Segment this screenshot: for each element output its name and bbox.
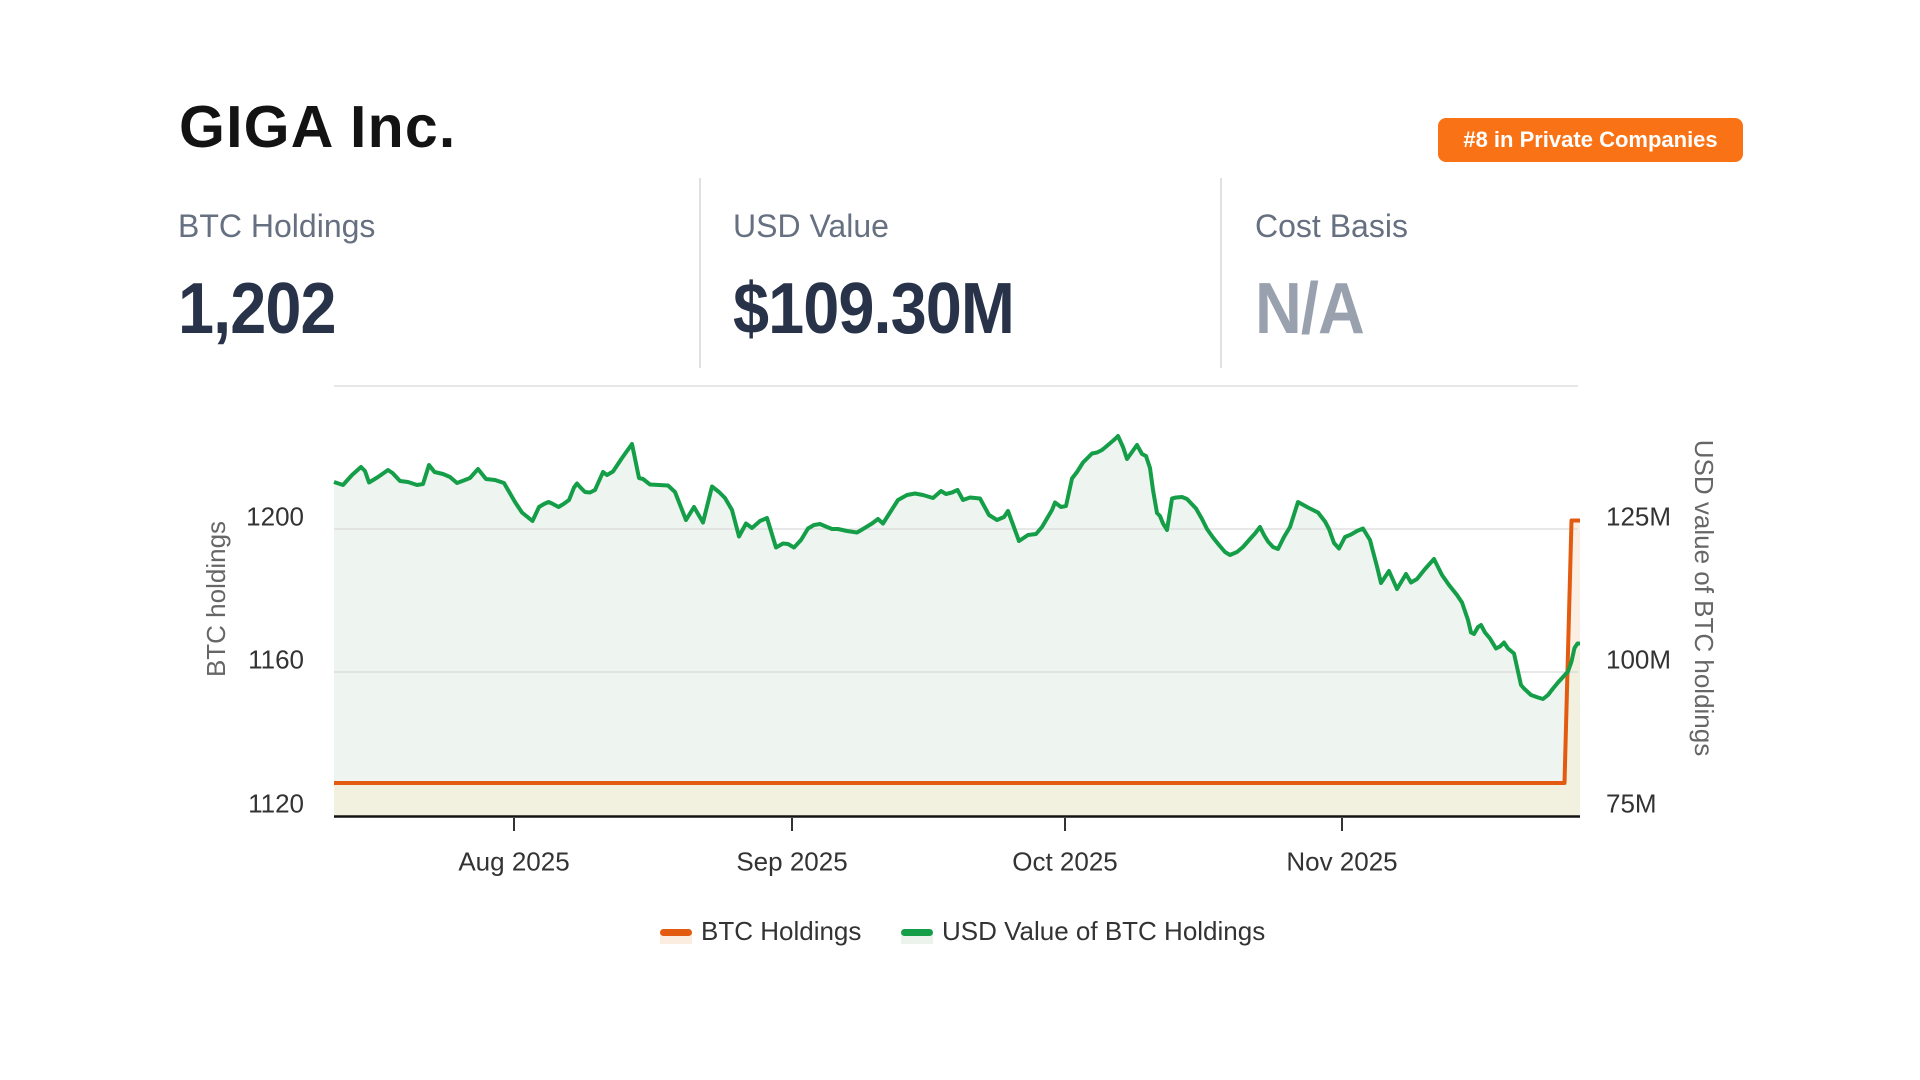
svg-text:Oct 2025: Oct 2025 bbox=[1012, 847, 1118, 877]
svg-text:1120: 1120 bbox=[248, 789, 304, 819]
svg-text:100M: 100M bbox=[1606, 645, 1671, 675]
svg-text:125M: 125M bbox=[1606, 502, 1671, 532]
svg-text:75M: 75M bbox=[1606, 789, 1657, 819]
svg-text:USD Value of BTC Holdings: USD Value of BTC Holdings bbox=[942, 916, 1265, 946]
svg-text:Nov 2025: Nov 2025 bbox=[1286, 847, 1397, 877]
svg-text:BTC holdings: BTC holdings bbox=[201, 521, 231, 677]
svg-text:BTC Holdings: BTC Holdings bbox=[701, 916, 861, 946]
svg-text:1160: 1160 bbox=[248, 645, 304, 675]
svg-text:USD value of BTC holdings: USD value of BTC holdings bbox=[1689, 440, 1719, 756]
svg-text:1200: 1200 bbox=[246, 502, 304, 532]
svg-text:Aug 2025: Aug 2025 bbox=[458, 847, 569, 877]
svg-text:Sep 2025: Sep 2025 bbox=[736, 847, 847, 877]
